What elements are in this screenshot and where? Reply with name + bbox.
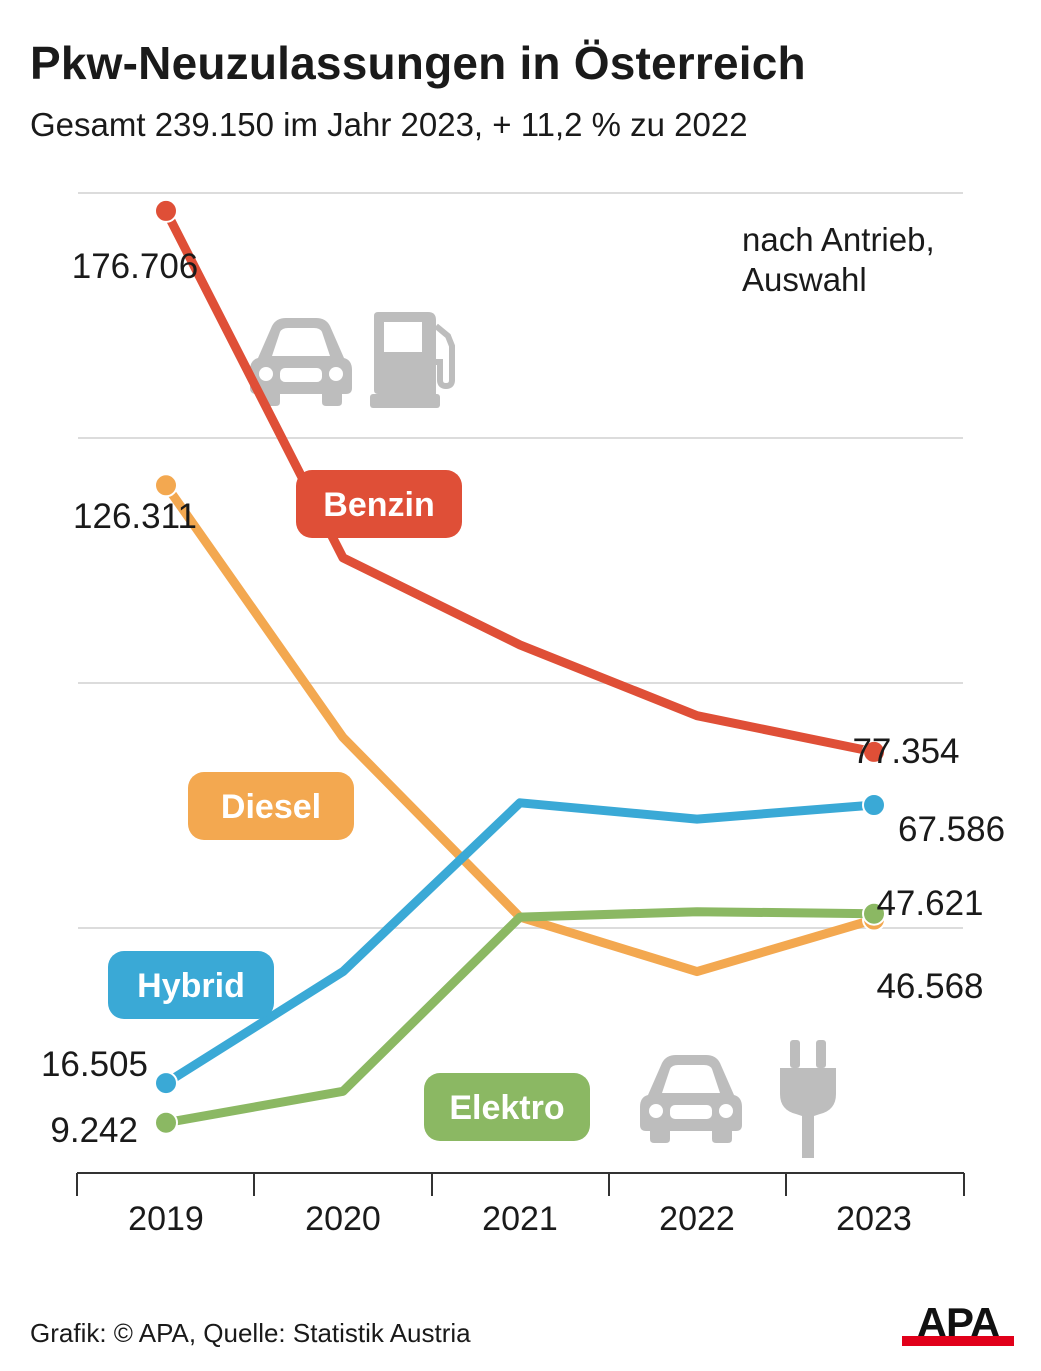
legend-pill-elektro — [424, 1073, 590, 1141]
data-label-diesel-2023: 46.568 — [876, 967, 983, 1006]
legend-pill-hybrid — [108, 951, 274, 1019]
data-label-benzin-2019: 176.706 — [72, 247, 199, 286]
x-axis: 2019 2020 2021 2022 2023 — [76, 1172, 965, 1238]
x-tick-label: 2022 — [659, 1200, 735, 1238]
series-line-hybrid — [161, 798, 879, 1088]
series-line-elektro — [161, 907, 879, 1128]
fuel-pump-icon — [370, 312, 455, 408]
car-icon — [640, 1055, 742, 1143]
labels: Benzin 176.706 77.354 Diesel 126.311 46.568 Hy… — [41, 247, 1005, 1150]
x-tick-label: 2020 — [305, 1200, 381, 1238]
selection-note: nach Antrieb, Auswahl — [742, 220, 935, 300]
chart-title: Pkw-Neuzulassungen in Österreich — [30, 37, 806, 89]
legend-label-elektro: Elektro — [449, 1089, 564, 1127]
data-label-hybrid-2019: 16.505 — [41, 1045, 148, 1084]
logo-bar — [902, 1336, 1014, 1346]
series-line-benzin — [161, 206, 879, 757]
data-point-hybrid — [154, 1071, 178, 1096]
data-label-benzin-2023: 77.354 — [852, 732, 959, 771]
data-point-benzin — [154, 198, 178, 223]
legend-label-diesel: Diesel — [221, 788, 321, 826]
note-line-2: Auswahl — [742, 261, 867, 298]
source-footer: Grafik: © APA, Quelle: Statistik Austria — [30, 1318, 471, 1348]
series-lines — [154, 198, 886, 1135]
x-tick-label: 2021 — [482, 1200, 558, 1238]
data-point-elektro — [862, 901, 886, 926]
gridlines — [78, 192, 963, 929]
legend-pill-diesel — [188, 772, 354, 840]
data-label-elektro-2023: 47.621 — [876, 884, 983, 923]
legend-label-hybrid: Hybrid — [137, 967, 245, 1005]
x-tick-label: 2019 — [128, 1200, 204, 1238]
x-tick-label: 2023 — [836, 1200, 912, 1238]
data-point-benzin — [862, 739, 886, 764]
data-point-diesel — [154, 473, 178, 498]
chart-subtitle: Gesamt 239.150 im Jahr 2023, + 11,2 % zu… — [30, 106, 748, 143]
legend-pill-benzin — [296, 470, 462, 538]
car-icon — [250, 318, 352, 406]
data-label-diesel-2019: 126.311 — [73, 497, 197, 536]
data-label-elektro-2019: 9.242 — [50, 1111, 138, 1150]
legend-label-benzin: Benzin — [323, 486, 434, 524]
note-line-1: nach Antrieb, — [742, 221, 935, 258]
data-label-hybrid-2023: 67.586 — [898, 810, 1005, 849]
plug-icon — [780, 1040, 836, 1158]
data-point-hybrid — [862, 793, 886, 817]
data-point-elektro — [154, 1110, 178, 1135]
apa-logo: APA — [902, 1300, 1014, 1350]
